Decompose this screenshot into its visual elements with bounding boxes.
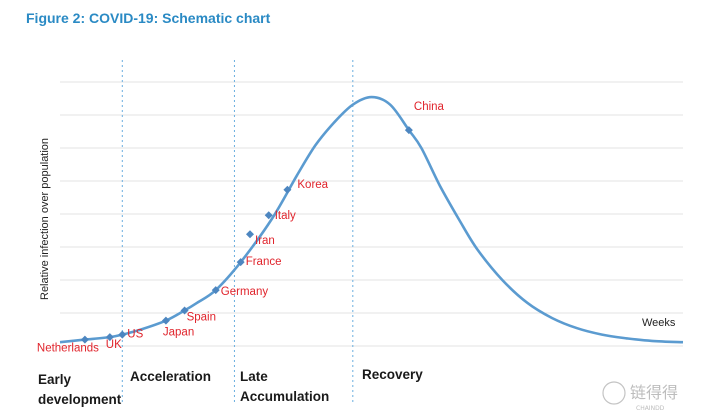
x-axis-label: Weeks (642, 317, 676, 329)
phase-acceleration: Acceleration (130, 369, 211, 384)
phase-recovery: Recovery (362, 367, 423, 382)
marker-japan (161, 316, 170, 325)
label-germany: Germany (221, 286, 269, 298)
label-iran: Iran (255, 235, 275, 247)
label-france: France (246, 256, 282, 268)
watermark-subtext: CHAINDD (636, 405, 665, 412)
phase-late-accumulation: Late Accumulation (240, 369, 329, 404)
label-japan: Japan (163, 327, 194, 339)
marker-spain (180, 306, 189, 315)
marker-iran (246, 230, 255, 239)
label-uk: UK (106, 339, 122, 351)
gridlines (60, 81, 683, 347)
marker-uk (105, 333, 114, 342)
watermark-text: 链得得 (630, 383, 678, 402)
watermark-logo-icon (602, 381, 626, 405)
figure-title: Figure 2: COVID-19: Schematic chart (26, 10, 271, 26)
marker-netherlands (80, 335, 89, 344)
phase-dividers (121, 60, 354, 405)
marker-germany (211, 286, 220, 295)
marker-france (236, 258, 245, 267)
y-axis-label: Relative infection over population (39, 138, 51, 300)
country-labels: Netherlands UK US Japan Spain Germany France Ir… (37, 101, 445, 355)
marker-korea (283, 185, 292, 194)
label-netherlands: Netherlands (37, 343, 99, 355)
label-spain: Spain (187, 311, 216, 323)
label-china: China (414, 101, 445, 113)
marker-china (404, 126, 413, 135)
label-korea: Korea (297, 179, 328, 191)
label-italy: Italy (275, 210, 296, 222)
infection-curve (59, 95, 684, 344)
marker-italy (264, 211, 273, 220)
phase-early-development: Early development (38, 372, 122, 407)
country-markers (80, 126, 413, 344)
label-us: US (127, 329, 143, 341)
watermark: 链得得 CHAINDD (602, 381, 678, 412)
marker-us (118, 330, 127, 339)
